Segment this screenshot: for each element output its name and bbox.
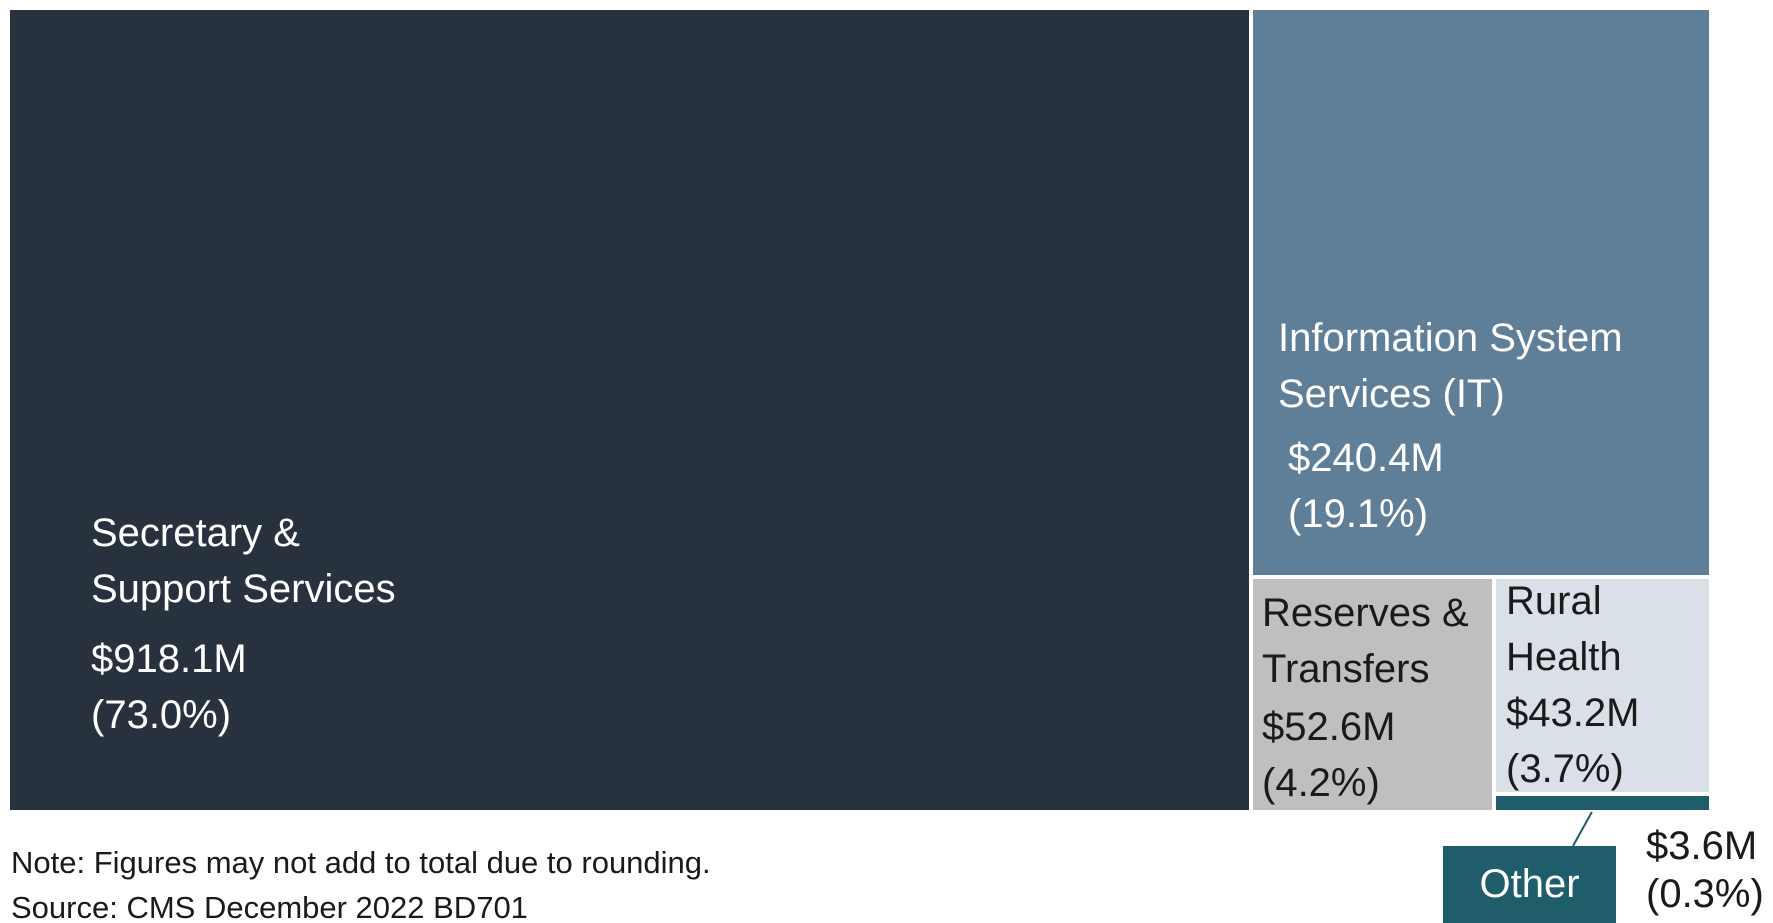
value-label: $52.6M (1262, 705, 1396, 749)
source: Source: CMS December 2022 BD701 (11, 890, 528, 923)
tile (1250, 8, 1711, 577)
category-label: Rural Health (1506, 579, 1622, 679)
share-label: (0.3%) (1646, 872, 1764, 916)
other-label: Other (1443, 846, 1616, 923)
tile (1250, 576, 1495, 812)
value-label: $3.6M (1646, 824, 1758, 868)
note: Note: Figures may not add to total due t… (11, 845, 711, 880)
category-label: Secretary & Support Services (91, 511, 396, 611)
other-value: $3.6M (0.3%) (1646, 822, 1764, 918)
tile (1494, 793, 1711, 812)
share-label: (3.7%) (1506, 747, 1624, 791)
category-label: Reserves & Transfers (1262, 591, 1469, 691)
share-label: (19.1%) (1288, 492, 1429, 536)
tile-label: Rural Health $43.2M (3.7%) (1506, 573, 1686, 797)
share-label: (4.2%) (1262, 761, 1380, 805)
tile-label: Information System Services (IT) $240.4M (… (1278, 310, 1688, 542)
tile (1494, 576, 1711, 794)
value-label: $918.1M (91, 637, 247, 681)
tile (8, 8, 1251, 812)
leader-line (1572, 811, 1593, 847)
share-label: (73.0%) (91, 693, 232, 737)
value-label: $240.4M (1288, 436, 1444, 480)
category-label: Information System Services (IT) (1278, 316, 1623, 416)
tile-label: Secretary & Support Services $918.1M (73.0… (91, 505, 451, 743)
tile-label: Reserves & Transfers $52.6M (4.2%) (1262, 585, 1502, 811)
value-label: $43.2M (1506, 691, 1640, 735)
